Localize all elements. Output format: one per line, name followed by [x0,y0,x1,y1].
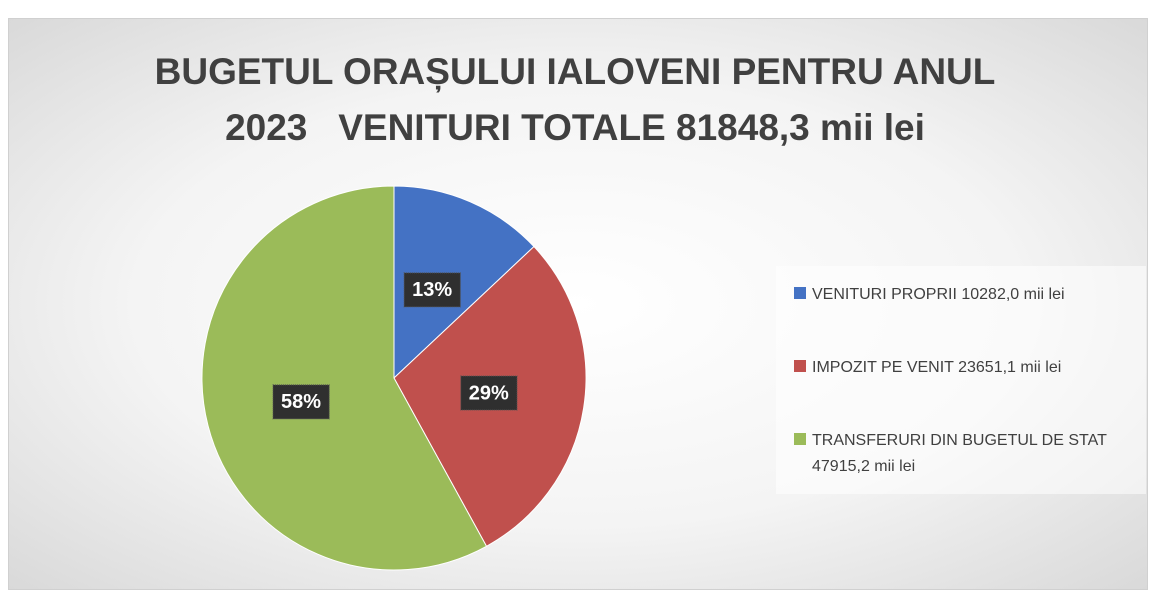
legend-item: VENITURI PROPRII 10282,0 mii lei [794,282,1137,308]
data-label-box [460,375,518,411]
data-label-box [272,384,330,420]
data-label: 13% [412,279,452,301]
legend-item: IMPOZIT PE VENIT 23651,1 mii lei [794,355,1137,381]
legend-swatch [794,433,806,445]
legend: VENITURI PROPRII 10282,0 mii lei IMPOZIT … [776,266,1146,494]
legend-label: TRANSFERURI DIN BUGETUL DE STAT 47915,2 … [812,432,1107,475]
pie-slice [201,185,488,571]
legend-label: VENITURI PROPRII 10282,0 mii lei [812,286,1065,303]
legend-label: IMPOZIT PE VENIT 23651,1 mii lei [812,359,1062,376]
data-label: 29% [469,382,509,404]
chart-title: BUGETUL ORAȘULUI IALOVENI PENTRU ANUL 20… [154,51,1006,148]
data-label-box [403,272,461,308]
pie-slice [393,185,535,380]
legend-item: TRANSFERURI DIN BUGETUL DE STAT 47915,2 … [794,428,1137,480]
legend-swatch [794,287,806,299]
legend-swatch [794,360,806,372]
data-label: 58% [281,391,321,413]
